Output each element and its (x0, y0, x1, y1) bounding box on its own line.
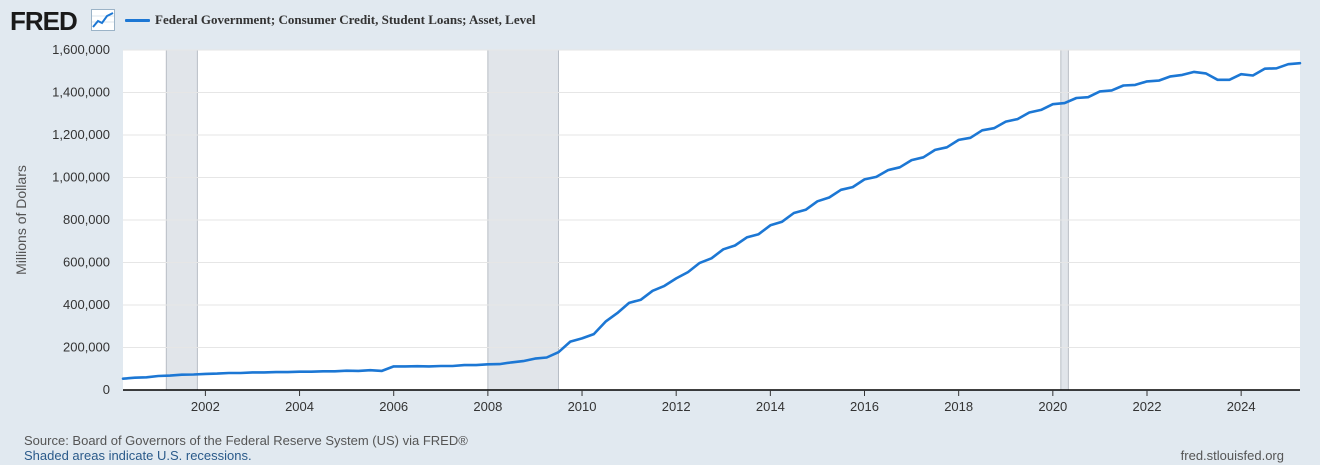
x-tick-label: 2008 (473, 399, 502, 414)
y-tick-label: 400,000 (63, 297, 110, 312)
x-tick-label: 2022 (1133, 399, 1162, 414)
chart-header: FRED Federal Government; Consumer Credit… (0, 0, 1320, 40)
x-axis-ticks: 2002 2004 2006 2008 2010 2012 2014 2016 2018 2020… (191, 390, 1256, 414)
x-tick-label: 2018 (944, 399, 973, 414)
gridlines (123, 49, 1300, 348)
y-tick-label: 200,000 (63, 340, 110, 355)
x-tick-label: 2016 (850, 399, 879, 414)
y-tick-label: 600,000 (63, 255, 110, 270)
series-line[interactable] (121, 61, 1302, 381)
y-tick-label: 0 (103, 382, 110, 397)
source-note: Source: Board of Governors of the Federa… (24, 433, 468, 448)
x-tick-label: 2024 (1227, 399, 1256, 414)
x-tick-label: 2002 (191, 399, 220, 414)
x-tick-label: 2014 (756, 399, 785, 414)
x-tick-label: 2010 (568, 399, 597, 414)
y-tick-label: 1,200,000 (52, 127, 110, 142)
x-tick-label: 2006 (379, 399, 408, 414)
y-tick-label: 1,400,000 (52, 85, 110, 100)
y-axis-ticks: 0 200,000 400,000 600,000 800,000 1,000,000 1,… (52, 42, 110, 397)
x-tick-label: 2004 (285, 399, 314, 414)
fred-logo[interactable]: FRED (10, 6, 78, 36)
chart: 0 200,000 400,000 600,000 800,000 1,000,000 1,… (13, 42, 1302, 414)
y-tick-label: 1,600,000 (52, 42, 110, 57)
series-layer (121, 61, 1302, 381)
fred-url-link[interactable]: fred.stlouisfed.org (1180, 448, 1284, 463)
x-tick-label: 2020 (1038, 399, 1067, 414)
y-tick-label: 800,000 (63, 212, 110, 227)
y-tick-label: 1,000,000 (52, 170, 110, 185)
legend-label[interactable]: Federal Government; Consumer Credit, Stu… (155, 12, 536, 27)
legend-swatch (125, 19, 150, 22)
y-axis-title: Millions of Dollars (13, 165, 29, 275)
chart-line-icon (91, 9, 115, 31)
recession-note: Shaded areas indicate U.S. recessions. (24, 448, 252, 463)
x-tick-label: 2012 (662, 399, 691, 414)
